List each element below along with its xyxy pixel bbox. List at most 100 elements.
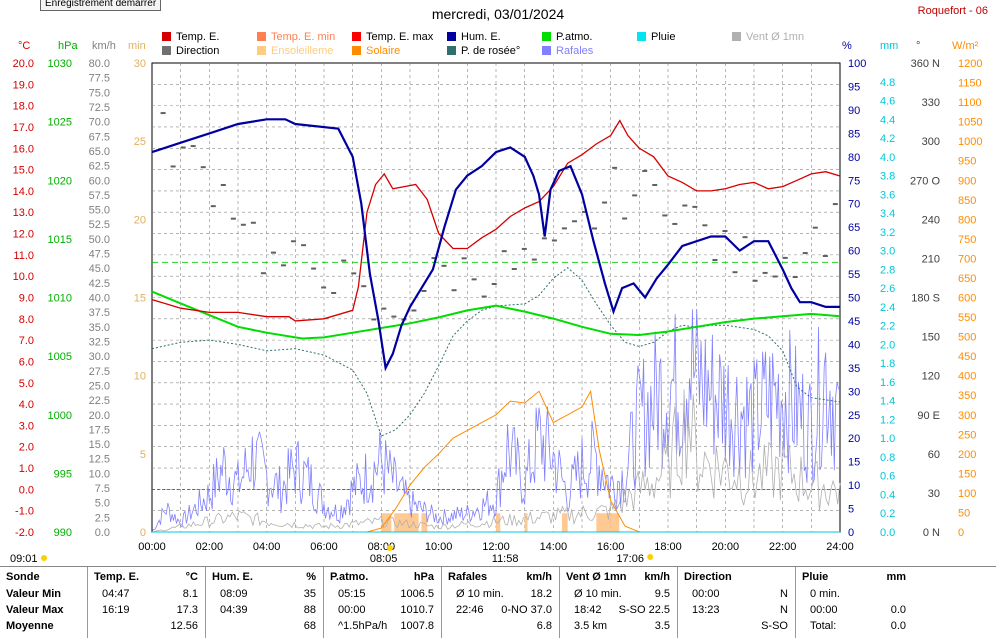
solar-axis-tick: 1150 [958, 78, 982, 90]
temp-axis-tick: 13.0 [13, 207, 34, 219]
legend-item: P.atmo. [542, 31, 593, 43]
humidity-axis-tick: 100 [848, 58, 866, 70]
rain-axis-tick: 2.8 [880, 264, 895, 276]
legend-item: Ensoleilleme [257, 45, 333, 57]
wind-axis-tick: 42.5 [89, 278, 110, 290]
legend-item: Direction [162, 45, 219, 57]
temp-axis-tick: -2.0 [15, 527, 34, 539]
row-value: 18.2 [530, 588, 552, 600]
rain-axis-tick: 4.8 [880, 77, 895, 89]
direction-axis-tick: 330 [922, 97, 940, 109]
row-value: 68 [303, 620, 316, 632]
solar-axis-tick: 350 [958, 390, 976, 402]
row-time: 00:00 [338, 604, 366, 616]
temp-axis-tick: 12.0 [13, 229, 34, 241]
rain-axis-tick: 2.2 [880, 321, 895, 333]
column-unit: mm [886, 571, 906, 583]
rain-axis-tick: 4.2 [880, 133, 895, 145]
legend-swatch [447, 46, 456, 55]
wind-axis-tick: 32.5 [89, 336, 110, 348]
wind-axis-tick: 75.0 [89, 87, 110, 99]
legend-label: Ensoleilleme [271, 45, 334, 57]
row-time: 22:46 [456, 604, 484, 616]
solar-axis-tick: 550 [958, 312, 976, 324]
column-unit: km/h [644, 571, 670, 583]
x-axis-tick: 10:00 [425, 541, 453, 553]
sun-axis-tick: 20 [134, 214, 146, 226]
legend-swatch [732, 32, 741, 41]
pressure-axis-tick: 1025 [48, 117, 72, 129]
wind-axis-tick: 20.0 [89, 410, 110, 422]
solar-noon-marker: 11:58 [492, 553, 519, 565]
humidity-axis-tick: 25 [848, 410, 860, 422]
legend-label: P.atmo. [556, 31, 593, 43]
x-axis-tick: 12:00 [482, 541, 510, 553]
column-separator [559, 567, 560, 638]
wind-axis-tick: 62.5 [89, 161, 110, 173]
rain-axis-tick: 3.6 [880, 189, 895, 201]
wind-axis-tick: 17.5 [89, 424, 110, 436]
humidity-axis-tick: 40 [848, 339, 860, 351]
wind-axis-tick: 57.5 [89, 190, 110, 202]
row-value: 9.5 [654, 588, 670, 600]
row-value: S-SO [761, 620, 788, 632]
row-value: 17.3 [176, 604, 198, 616]
wind-axis-tick: 35.0 [89, 322, 110, 334]
rain-axis-tick: 3.0 [880, 246, 895, 258]
solar-axis-tick: 450 [958, 351, 976, 363]
row-time: Ø 10 min. [456, 588, 504, 600]
legend-item: Pluie [637, 31, 675, 43]
humidity-axis-tick: 15 [848, 457, 860, 469]
humidity-axis-tick: 35 [848, 363, 860, 375]
row-value: S-SO 22.5 [618, 604, 670, 616]
x-axis-tick: 22:00 [769, 541, 797, 553]
axis-unit: ° [916, 40, 920, 52]
column-title: Hum. E. [212, 571, 253, 583]
humidity-line [151, 118, 840, 372]
wind-axis-tick: 37.5 [89, 307, 110, 319]
humidity-axis-tick: 0 [848, 527, 854, 539]
wind-avg-line [151, 389, 841, 533]
legend-item: Temp. E. min [257, 31, 335, 43]
sun-icon [647, 554, 654, 560]
column-title: Rafales [448, 571, 488, 583]
legend-label: Rafales [556, 45, 594, 57]
wind-axis-tick: 15.0 [89, 439, 110, 451]
humidity-axis-tick: 95 [848, 81, 860, 93]
wind-axis-tick: 77.5 [89, 73, 110, 85]
column-separator [677, 567, 678, 638]
axis-unit: km/h [92, 40, 116, 52]
wind-axis-tick: 7.5 [95, 483, 110, 495]
rain-axis-tick: 4.6 [880, 96, 895, 108]
wind-axis-tick: 40.0 [89, 293, 110, 305]
humidity-axis-tick: 10 [848, 480, 860, 492]
legend-item: Rafales [542, 45, 593, 57]
solar-line [366, 389, 640, 533]
humidity-axis-tick: 45 [848, 316, 860, 328]
rain-axis-tick: 1.6 [880, 377, 895, 389]
wind-axis-tick: 10.0 [89, 468, 110, 480]
x-axis-tick: 18:00 [654, 541, 682, 553]
wind-axis-tick: 30.0 [89, 351, 110, 363]
direction-axis-tick: 120 [922, 371, 940, 383]
legend-swatch [162, 32, 171, 41]
rain-axis-tick: 3.8 [880, 171, 895, 183]
pressure-axis-tick: 1000 [48, 410, 72, 422]
temp-axis-tick: 15.0 [13, 165, 34, 177]
sunrise-marker: 08:05 [370, 553, 398, 565]
humidity-axis-tick: 20 [848, 433, 860, 445]
row-time: Total: [810, 620, 837, 632]
solar-axis-tick: 300 [958, 410, 976, 422]
row-time: 04:39 [220, 604, 248, 616]
column-separator [87, 567, 88, 638]
solar-axis-tick: 400 [958, 371, 976, 383]
direction-axis-tick: 30 [928, 488, 940, 500]
legend-swatch [257, 46, 266, 55]
temp-axis-tick: 6.0 [19, 356, 34, 368]
temp-axis-tick: 5.0 [19, 378, 34, 390]
humidity-axis-tick: 60 [848, 246, 860, 258]
temp-axis-tick: 9.0 [19, 293, 34, 305]
temp-axis-tick: 7.0 [19, 335, 34, 347]
temp-axis-tick: 2.0 [19, 442, 34, 454]
row-time: 3.5 km [574, 620, 608, 632]
